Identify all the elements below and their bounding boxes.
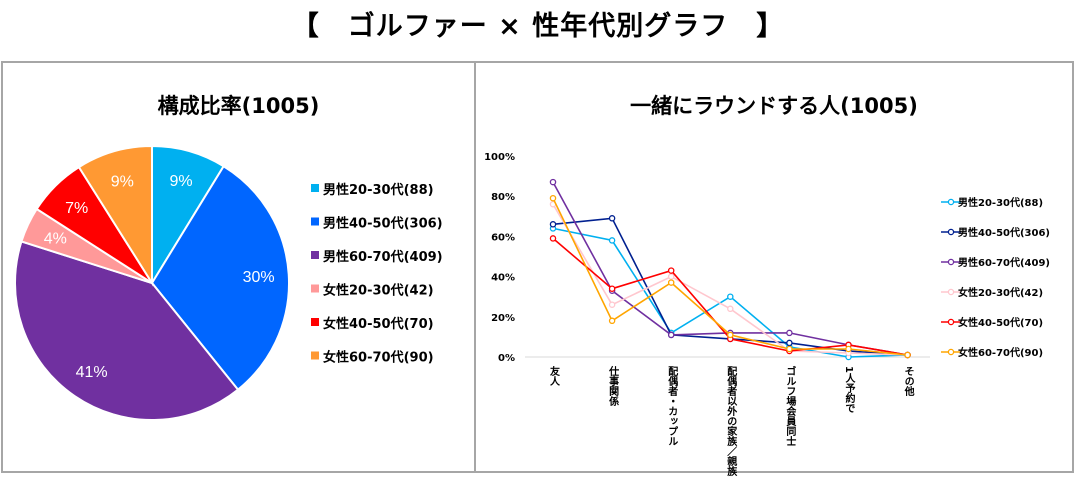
- legend-swatch: [311, 217, 319, 226]
- data-point: [845, 345, 852, 353]
- data-point: [786, 339, 793, 347]
- legend-label: 女性40-50代(70): [958, 316, 1043, 329]
- pie-chart-title: 構成比率(1005): [157, 94, 320, 118]
- pie-data-label: 9%: [111, 173, 134, 190]
- data-point: [904, 351, 911, 359]
- pie-slice: [77, 144, 153, 287]
- legend-marker: [947, 198, 955, 206]
- data-point: [608, 317, 616, 325]
- x-tick-label: 1人予約で: [843, 366, 855, 414]
- data-point: [549, 178, 557, 186]
- data-point: [667, 267, 675, 274]
- data-point: [667, 279, 675, 286]
- pie-data-label: 4%: [44, 231, 67, 248]
- legend-label: 女性40-50代(70): [323, 316, 434, 332]
- pie-data-label: 7%: [65, 200, 88, 217]
- legend-label: 男性20-30代(88): [958, 196, 1043, 209]
- legend-label: 男性60-70代(409): [958, 256, 1050, 269]
- y-tick-label: 20%: [491, 313, 515, 324]
- legend-marker: [947, 258, 955, 266]
- pie-data-label: 9%: [169, 173, 192, 190]
- legend-label: 男性40-50代(306): [323, 216, 443, 232]
- legend-label: 女性20-30代(42): [323, 283, 434, 299]
- data-point: [549, 221, 557, 228]
- legend-label: 女性60-70代(90): [323, 350, 434, 366]
- legend-swatch: [311, 284, 319, 293]
- x-tick-label: その他: [902, 366, 915, 397]
- line-chart-title: 一緒にラウンドする人(1005): [630, 94, 918, 118]
- data-point: [549, 194, 557, 202]
- legend-marker: [947, 228, 955, 236]
- data-point: [667, 331, 675, 339]
- data-point: [727, 331, 734, 339]
- legend-swatch: [311, 251, 319, 259]
- legend-label: 女性20-30代(42): [958, 286, 1043, 299]
- x-tick-label: ゴルフ場会員同士: [784, 365, 797, 446]
- legend-marker: [947, 318, 955, 326]
- pie-slice: [150, 164, 290, 392]
- legend-marker: [947, 288, 955, 296]
- series-line: [552, 181, 908, 356]
- legend-label: 男性40-50代(306): [958, 226, 1050, 239]
- data-point: [608, 301, 616, 308]
- data-point: [549, 235, 557, 242]
- legend-label: 男性60-70代(409): [323, 249, 443, 265]
- pie-slice: [14, 240, 240, 421]
- legend-swatch: [311, 184, 319, 192]
- legend-swatch: [311, 318, 319, 326]
- x-tick-label: 仕事関係: [607, 365, 620, 407]
- x-tick-label: 配偶者以外の家族／親族: [725, 366, 738, 477]
- data-point: [608, 215, 616, 222]
- pie-data-label: 30%: [243, 269, 275, 286]
- y-tick-label: 80%: [491, 192, 515, 203]
- pie-data-label: 41%: [76, 364, 108, 381]
- y-tick-label: 0%: [498, 353, 515, 364]
- data-point: [608, 285, 616, 292]
- x-tick-label: 友人: [548, 365, 560, 386]
- y-tick-label: 100%: [484, 152, 515, 163]
- page-title: 【 ゴルファー × 性年代別グラフ 】: [291, 11, 785, 42]
- data-point: [786, 329, 793, 337]
- data-point: [667, 273, 675, 280]
- legend-swatch: [311, 351, 319, 360]
- data-point: [786, 345, 793, 353]
- y-tick-label: 60%: [491, 232, 515, 243]
- y-tick-label: 40%: [491, 273, 515, 284]
- legend-marker: [947, 348, 955, 356]
- data-point: [727, 305, 734, 313]
- legend-label: 女性60-70代(90): [958, 346, 1043, 359]
- line-chart-panel: 一緒にラウンドする人(1005): [474, 61, 1074, 473]
- legend-label: 男性20-30代(88): [323, 182, 434, 198]
- data-point: [608, 237, 616, 244]
- x-tick-label: 配偶者・カップル: [666, 366, 679, 446]
- data-point: [727, 293, 734, 300]
